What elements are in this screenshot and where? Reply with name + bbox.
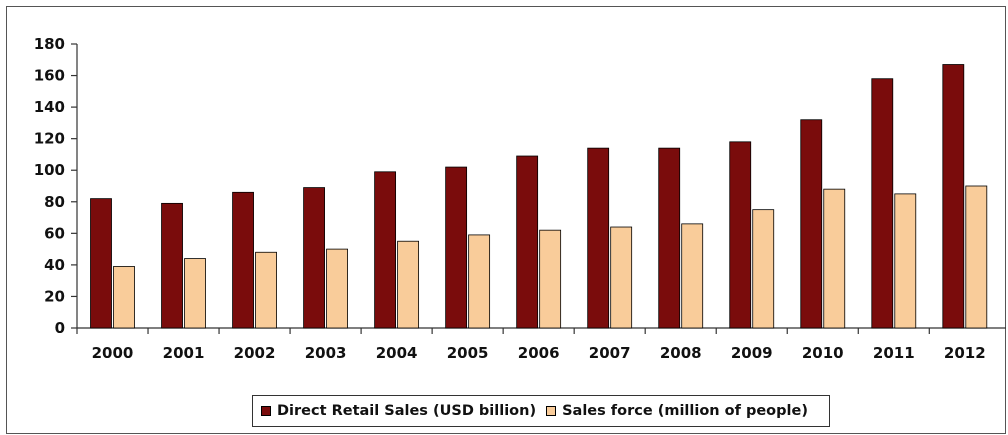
bars [90, 64, 988, 329]
x-tick-label: 2007 [589, 344, 631, 362]
y-tick-label: 140 [34, 98, 65, 116]
y-tick-label: 0 [55, 319, 65, 337]
x-tick-label: 2009 [731, 344, 773, 362]
x-tick-label: 2004 [376, 344, 418, 362]
bar-series-0-2008 [658, 147, 681, 329]
legend-label-series-1: Sales force (million of people) [562, 403, 808, 419]
y-tick-label: 20 [44, 287, 65, 305]
bar-series-0-2009 [729, 141, 752, 329]
bar-series-1-2001 [184, 258, 206, 329]
y-axis: 0 20 40 60 80 100 120 140 160 180 [34, 35, 78, 337]
bar-series-0-2003 [303, 187, 325, 329]
legend-label-series-0: Direct Retail Sales (USD billion) [277, 403, 537, 419]
y-tick-label: 40 [44, 256, 65, 274]
bar-series-1-2007 [610, 226, 633, 329]
y-tick-label: 120 [34, 130, 65, 148]
bar-series-1-2002 [255, 251, 277, 329]
bar-series-0-2011 [871, 78, 894, 329]
bar-series-1-2010 [823, 188, 846, 329]
legend-swatch-series-0 [261, 406, 271, 416]
bar-series-1-2006 [539, 229, 562, 329]
y-tick-label: 180 [34, 35, 65, 53]
bar-series-0-2010 [800, 119, 823, 329]
x-tick-label: 2012 [944, 344, 986, 362]
legend: Direct Retail Sales (USD billion) Sales … [252, 395, 830, 427]
bar-series-1-2009 [752, 209, 775, 329]
bar-series-1-2005 [468, 234, 491, 329]
x-tick-label: 2001 [163, 344, 205, 362]
bar-series-1-2012 [965, 185, 988, 329]
x-axis: 2000 2001 2002 2003 2004 2005 2006 2007 2008 2009… [76, 327, 1006, 362]
y-tick-label: 80 [44, 193, 65, 211]
y-tick-label: 160 [34, 67, 65, 85]
y-tick-label: 60 [44, 224, 65, 242]
bar-series-1-2000 [113, 266, 135, 329]
x-tick-label: 2000 [92, 344, 134, 362]
legend-item-series-1: Sales force (million of people) [546, 403, 808, 419]
bar-series-1-2003 [326, 248, 348, 329]
bar-series-1-2004 [397, 240, 420, 329]
bar-series-0-2000 [90, 198, 112, 329]
bar-series-0-2002 [232, 191, 254, 329]
bar-series-0-2006 [516, 155, 539, 329]
x-tick-label: 2002 [234, 344, 276, 362]
bar-series-0-2001 [161, 202, 183, 329]
bar-series-0-2012 [942, 64, 965, 329]
x-tick-label: 2008 [660, 344, 702, 362]
bar-series-1-2008 [681, 223, 704, 329]
bar-series-0-2005 [445, 166, 468, 329]
x-tick-label: 2003 [305, 344, 347, 362]
bar-series-0-2007 [587, 147, 610, 329]
bar-series-1-2011 [894, 193, 917, 329]
legend-item-series-0: Direct Retail Sales (USD billion) [261, 403, 536, 419]
x-tick-label: 2011 [873, 344, 915, 362]
x-tick-label: 2006 [518, 344, 560, 362]
y-tick-label: 100 [34, 161, 65, 179]
bar-series-0-2004 [374, 171, 397, 329]
x-tick-label: 2005 [447, 344, 489, 362]
legend-swatch-series-1 [546, 406, 557, 416]
x-tick-label: 2010 [802, 344, 844, 362]
